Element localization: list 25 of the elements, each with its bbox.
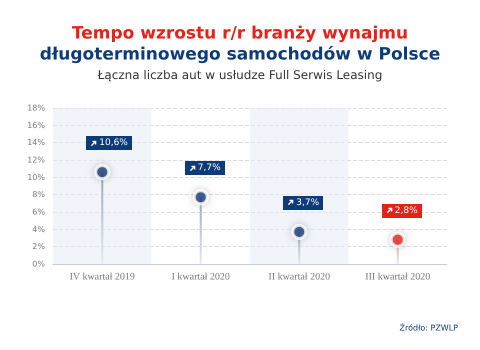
x-tick-label: I kwartał 2020	[172, 272, 230, 282]
y-tick-label: 14%	[27, 138, 46, 148]
y-tick-label: 10%	[27, 172, 46, 182]
point	[390, 232, 406, 248]
point	[192, 189, 209, 206]
x-tick-label: II kwartał 2020	[268, 272, 330, 282]
data-label: 10,6%	[99, 138, 128, 148]
y-tick-label: 6%	[32, 208, 46, 216]
x-tick-label: IV kwartał 2019	[70, 272, 135, 282]
chart-title: Tempo wzrostu r/r branży wynajmu długoterminowego samochodów w Polsce	[40, 24, 440, 64]
y-tick-label: 4%	[32, 224, 46, 234]
y-tick-label: 12%	[27, 156, 46, 164]
point	[94, 164, 110, 180]
y-tick-label: 2%	[32, 242, 46, 252]
y-tick-label: 8%	[32, 190, 46, 200]
data-label: 2,8%	[394, 206, 418, 216]
chart-subtitle: Łączna liczba aut w usłudze Full Serwis Leasing	[96, 68, 382, 82]
text: Źródło: PZWLP	[400, 322, 458, 332]
y-tick-label: 18%	[27, 104, 46, 112]
y-tick-label: 16%	[27, 120, 46, 130]
data-label: 7,7%	[198, 163, 221, 174]
x-tick-label: III kwartał 2020	[365, 272, 430, 282]
data-label: 3,7%	[296, 198, 320, 208]
point	[291, 224, 308, 240]
y-tick-label: 0%	[32, 260, 46, 268]
